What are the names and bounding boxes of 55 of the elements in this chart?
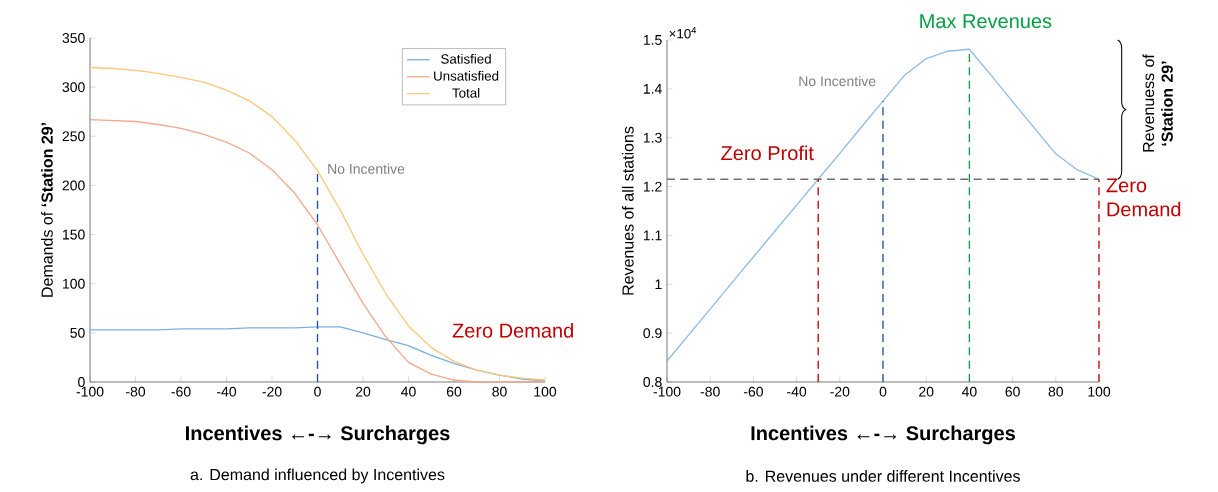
y-tick-label: 300 xyxy=(62,82,85,93)
y-axis-title: Demands of ‘Station 29’ xyxy=(41,123,53,297)
x-tick-label: 80 xyxy=(492,386,507,397)
y-tick-label: 350 xyxy=(62,33,85,43)
x-tick-label: 40 xyxy=(961,386,977,397)
y-tick-label: 1.3 xyxy=(643,132,662,143)
y-tick-label: 50 xyxy=(70,327,85,338)
y-axis-title: Revenues of all stations xyxy=(621,126,634,295)
annotation: Zero Demand xyxy=(452,323,573,338)
x-tick-label: -60 xyxy=(171,386,191,397)
x-tick-label: 20 xyxy=(355,386,371,397)
y-tick-label: 1.2 xyxy=(643,181,662,192)
x-tick-label: -100 xyxy=(653,386,681,397)
y-tick-label: 0 xyxy=(78,377,85,387)
ref-line-label: Max Revenues xyxy=(920,14,1052,29)
text: b. Revenues under different Incentives xyxy=(746,470,1020,482)
x-tick-label: -80 xyxy=(126,386,146,397)
x-tick-label: 60 xyxy=(1005,386,1020,397)
y-tick-label: 0.8 xyxy=(643,377,662,387)
y-tick-label: 1.4 xyxy=(643,84,662,94)
x-tick-label: -20 xyxy=(830,386,850,397)
x-axis-title: Incentives ←-→ Surcharges xyxy=(751,425,1015,445)
x-tick-label: -40 xyxy=(217,386,237,397)
ref-line-label: No Incentive xyxy=(799,75,876,87)
y-tick-label: 1.1 xyxy=(643,230,662,241)
y-tick-label: 150 xyxy=(63,229,85,240)
text: Revenuess of ‘Station 29’ xyxy=(1142,54,1173,152)
y-tick-label: 1.5 xyxy=(643,35,662,45)
ref-line-label: Zero Profit xyxy=(721,145,814,161)
text: a. Demand influenced by Incentives xyxy=(190,468,445,484)
y-tick-label: 0.9 xyxy=(643,328,662,339)
x-tick-label: 20 xyxy=(919,386,934,397)
text: ×10$^{4}$ xyxy=(669,27,697,39)
x-tick-label: -100 xyxy=(76,386,104,397)
ref-line-label: No Incentive xyxy=(328,163,405,174)
x-tick-label: 80 xyxy=(1048,386,1064,397)
x-axis-title: Incentives ←-→ Surcharges xyxy=(186,425,450,445)
y-tick-label: 250 xyxy=(62,131,85,142)
x-tick-label: 60 xyxy=(446,386,462,397)
legend-label: Satisfied xyxy=(441,53,491,64)
x-tick-label: -80 xyxy=(700,386,720,397)
x-tick-label: 0 xyxy=(879,386,887,397)
x-tick-label: -40 xyxy=(787,386,807,397)
x-tick-label: -20 xyxy=(262,386,282,397)
legend-label: Unsatisfied xyxy=(434,70,499,81)
x-tick-label: 100 xyxy=(534,386,557,397)
x-tick-label: 40 xyxy=(401,386,416,397)
ref-line-label: Zero Demand xyxy=(1106,178,1181,217)
y-tick-label: 200 xyxy=(62,180,85,191)
x-tick-label: -60 xyxy=(743,386,763,397)
legend-label: Total xyxy=(452,87,480,98)
y-tick-label: 100 xyxy=(63,278,85,289)
y-tick-label: 1 xyxy=(655,279,662,290)
x-tick-label: 100 xyxy=(1088,386,1111,397)
x-tick-label: 0 xyxy=(314,386,321,397)
